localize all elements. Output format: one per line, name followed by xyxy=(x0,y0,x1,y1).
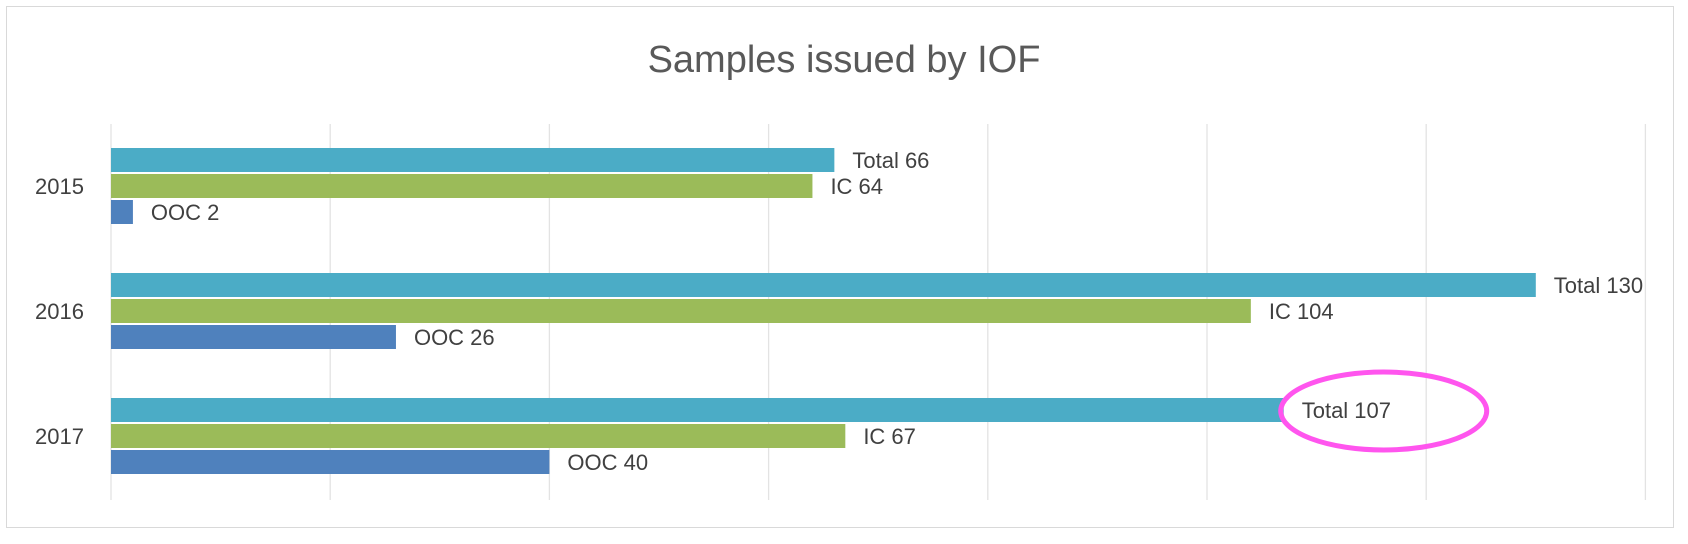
category-tick-label: 2015 xyxy=(35,174,84,199)
bar-ooc xyxy=(111,200,133,224)
bar-ic xyxy=(111,424,846,448)
bar-ooc xyxy=(111,450,550,474)
data-label: OOC 26 xyxy=(414,325,495,350)
category-axis: 2015 2016 2017 xyxy=(35,174,84,449)
data-label: IC 64 xyxy=(830,174,883,199)
category-tick-label: 2017 xyxy=(35,424,84,449)
bar-ic xyxy=(111,174,813,198)
data-label: Total 130 xyxy=(1554,273,1643,298)
bar-ooc xyxy=(111,325,396,349)
category-tick-label: 2016 xyxy=(35,299,84,324)
annotations xyxy=(1278,369,1490,453)
data-label: OOC 40 xyxy=(567,450,648,475)
data-label: OOC 2 xyxy=(151,200,219,225)
data-label: Total 66 xyxy=(852,148,929,173)
bar-total xyxy=(111,148,835,172)
data-label: Total 107 xyxy=(1302,398,1391,423)
bar-total xyxy=(111,398,1284,422)
bar-ic xyxy=(111,299,1251,323)
data-label: IC 104 xyxy=(1269,299,1334,324)
bars xyxy=(111,148,1536,474)
highlight-ellipse xyxy=(1278,369,1490,453)
bar-total xyxy=(111,273,1536,297)
chart-title: Samples issued by IOF xyxy=(648,39,1041,81)
data-label: IC 67 xyxy=(863,424,916,449)
